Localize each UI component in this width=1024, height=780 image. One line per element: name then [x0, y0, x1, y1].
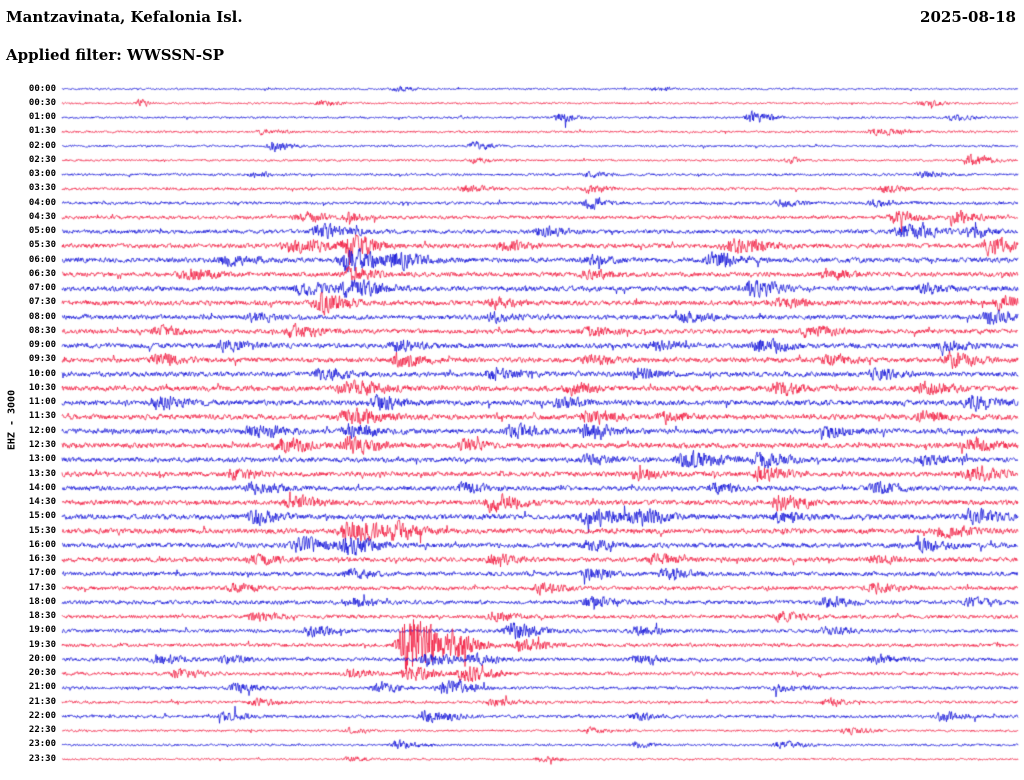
- time-label: 16:00: [28, 539, 56, 550]
- time-label: 09:30: [28, 354, 56, 365]
- time-label: 02:30: [28, 154, 56, 165]
- time-label: 02:00: [28, 140, 56, 151]
- time-label: 15:30: [28, 525, 56, 536]
- time-label: 20:00: [28, 653, 56, 664]
- time-label: 06:00: [28, 254, 56, 265]
- time-label: 18:30: [28, 611, 56, 622]
- time-label: 23:30: [28, 753, 56, 764]
- time-label: 00:30: [28, 97, 56, 108]
- time-label: 21:30: [28, 696, 56, 707]
- time-label: 08:30: [28, 325, 56, 336]
- time-label: 10:00: [28, 368, 56, 379]
- time-label: 15:00: [28, 511, 56, 522]
- time-label: 14:30: [28, 497, 56, 508]
- time-label: 21:00: [28, 682, 56, 693]
- applied-filter-label: Applied filter: WWSSN-SP: [6, 46, 225, 64]
- time-label: 17:30: [28, 582, 56, 593]
- time-label: 18:00: [28, 596, 56, 607]
- time-label: 07:00: [28, 283, 56, 294]
- time-label: 12:30: [28, 440, 56, 450]
- time-label: 10:30: [28, 382, 56, 393]
- time-label: 22:00: [28, 710, 56, 721]
- time-label: 09:00: [28, 340, 56, 351]
- time-label: 12:00: [28, 425, 56, 436]
- time-label: 00:00: [28, 83, 56, 94]
- time-label: 01:00: [28, 112, 56, 123]
- time-label: 13:30: [28, 468, 56, 479]
- time-label: 11:00: [28, 397, 56, 408]
- time-label: 17:00: [28, 568, 56, 579]
- time-label: 05:00: [28, 226, 56, 237]
- station-title: Mantzavinata, Kefalonia Isl.: [6, 8, 243, 26]
- time-label: 13:00: [28, 454, 56, 465]
- time-label: 03:00: [28, 169, 56, 180]
- time-label: 16:30: [28, 554, 56, 565]
- time-label: 19:30: [28, 639, 56, 650]
- time-label: 04:00: [28, 197, 56, 208]
- time-label: 04:30: [28, 211, 56, 222]
- time-label: 06:30: [28, 268, 56, 279]
- time-label: 14:00: [28, 482, 56, 493]
- time-label: 22:30: [28, 725, 56, 736]
- time-axis-labels: 00:00 00:30 01:00 01:30 02:00 02:30 03:00 03:30…: [0, 0, 58, 780]
- time-label: 20:30: [28, 668, 56, 679]
- time-label: 23:00: [28, 739, 56, 750]
- time-label: 19:00: [28, 625, 56, 636]
- time-label: 07:30: [28, 297, 56, 308]
- record-date: 2025-08-18: [920, 8, 1016, 26]
- time-label: 01:30: [28, 126, 56, 137]
- time-label: 03:30: [28, 183, 56, 194]
- time-label: 11:30: [28, 411, 56, 422]
- time-label: 05:30: [28, 240, 56, 251]
- time-label: 08:00: [28, 311, 56, 322]
